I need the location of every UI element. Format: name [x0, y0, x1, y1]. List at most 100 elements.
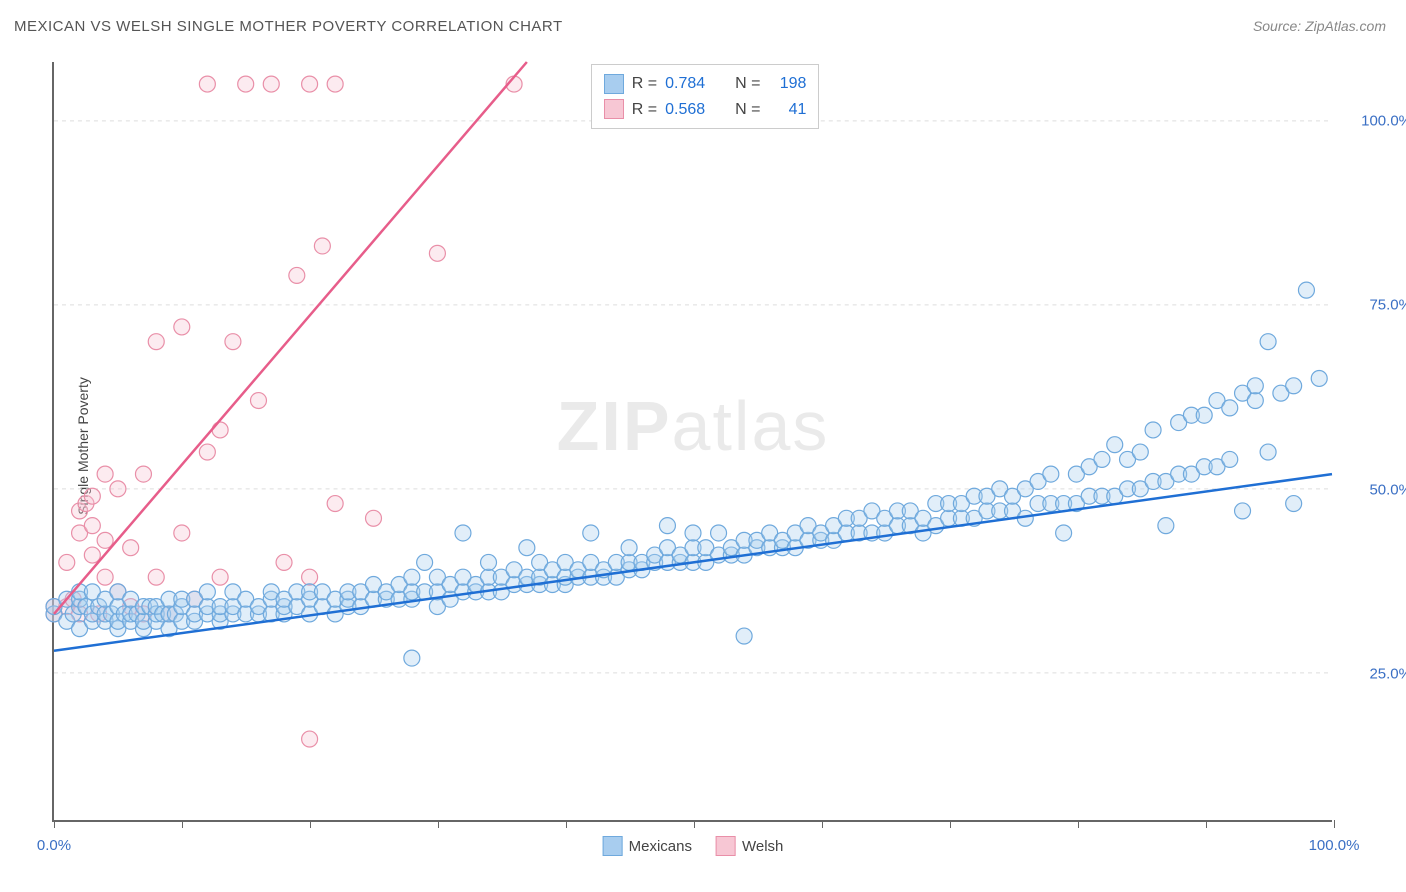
y-tick-label: 100.0%: [1342, 113, 1406, 130]
y-tick-label: 50.0%: [1342, 481, 1406, 498]
y-tick-label: 75.0%: [1342, 297, 1406, 314]
mexicans-point: [404, 569, 420, 585]
welsh-point: [84, 518, 100, 534]
mexicans-point: [1222, 451, 1238, 467]
plot-svg: [54, 62, 1332, 820]
welsh-point: [289, 267, 305, 283]
stats-r-value: 0.784: [665, 71, 719, 97]
welsh-point: [199, 76, 215, 92]
mexicans-point: [621, 540, 637, 556]
stats-r-label: R =: [632, 71, 657, 97]
mexicans-point: [1247, 393, 1263, 409]
mexicans-point: [1196, 407, 1212, 423]
stats-box: R = 0.784 N = 198 R = 0.568 N = 41: [591, 64, 820, 129]
welsh-point: [302, 731, 318, 747]
bottom-legend: Mexicans Welsh: [603, 836, 784, 856]
welsh-point: [84, 547, 100, 563]
legend-swatch: [603, 836, 623, 856]
welsh-point: [238, 76, 254, 92]
welsh-point: [97, 466, 113, 482]
y-tick-label: 25.0%: [1342, 666, 1406, 683]
stats-r-value: 0.568: [665, 97, 719, 123]
stats-n-value: 41: [768, 97, 806, 123]
legend-swatch: [716, 836, 736, 856]
chart-container: MEXICAN VS WELSH SINGLE MOTHER POVERTY C…: [0, 0, 1406, 892]
mexicans-point: [1286, 378, 1302, 394]
welsh-point: [302, 569, 318, 585]
x-tick: [310, 820, 311, 828]
stats-swatch: [604, 74, 624, 94]
plot-area: ZIPatlas 25.0%50.0%75.0%100.0% 0.0%100.0…: [52, 62, 1332, 822]
welsh-point: [148, 569, 164, 585]
welsh-point: [212, 569, 228, 585]
source-label: Source: ZipAtlas.com: [1253, 18, 1386, 34]
welsh-point: [123, 540, 139, 556]
x-tick: [566, 820, 567, 828]
mexicans-point: [1235, 503, 1251, 519]
legend-item: Mexicans: [603, 836, 692, 856]
welsh-point: [110, 481, 126, 497]
x-tick: [182, 820, 183, 828]
welsh-point: [302, 76, 318, 92]
stats-row: R = 0.568 N = 41: [604, 97, 807, 123]
welsh-point: [314, 238, 330, 254]
mexicans-point: [711, 525, 727, 541]
x-tick: [438, 820, 439, 828]
mexicans-point: [1298, 282, 1314, 298]
mexicans-trendline: [54, 474, 1332, 651]
welsh-point: [429, 245, 445, 261]
mexicans-point: [1260, 444, 1276, 460]
stats-n-label: N =: [735, 97, 760, 123]
legend-item: Welsh: [716, 836, 783, 856]
mexicans-point: [736, 628, 752, 644]
legend-label: Welsh: [742, 838, 783, 855]
x-tick: [1206, 820, 1207, 828]
mexicans-point: [1043, 466, 1059, 482]
mexicans-point: [519, 540, 535, 556]
welsh-point: [84, 488, 100, 504]
x-tick: [1078, 820, 1079, 828]
mexicans-point: [1222, 400, 1238, 416]
welsh-point: [212, 422, 228, 438]
welsh-point: [225, 334, 241, 350]
x-tick: [822, 820, 823, 828]
stats-n-label: N =: [735, 71, 760, 97]
mexicans-point: [1056, 525, 1072, 541]
mexicans-point: [1286, 496, 1302, 512]
legend-label: Mexicans: [629, 838, 692, 855]
x-tick: [54, 820, 55, 828]
mexicans-point: [481, 554, 497, 570]
mexicans-point: [685, 525, 701, 541]
mexicans-point: [1260, 334, 1276, 350]
stats-r-label: R =: [632, 97, 657, 123]
welsh-point: [148, 334, 164, 350]
stats-n-value: 198: [768, 71, 806, 97]
welsh-point: [327, 496, 343, 512]
x-tick: [1334, 820, 1335, 828]
chart-title: MEXICAN VS WELSH SINGLE MOTHER POVERTY C…: [14, 18, 563, 35]
welsh-point: [97, 569, 113, 585]
welsh-point: [263, 76, 279, 92]
mexicans-point: [1311, 370, 1327, 386]
mexicans-point: [659, 518, 675, 534]
mexicans-point: [1247, 378, 1263, 394]
welsh-point: [366, 510, 382, 526]
welsh-point: [199, 444, 215, 460]
welsh-point: [276, 554, 292, 570]
welsh-point: [327, 76, 343, 92]
mexicans-point: [417, 554, 433, 570]
mexicans-point: [1132, 444, 1148, 460]
welsh-point: [59, 554, 75, 570]
mexicans-point: [455, 525, 471, 541]
x-tick: [950, 820, 951, 828]
mexicans-point: [199, 584, 215, 600]
mexicans-point: [404, 650, 420, 666]
stats-row: R = 0.784 N = 198: [604, 71, 807, 97]
mexicans-point: [1094, 451, 1110, 467]
stats-swatch: [604, 99, 624, 119]
welsh-point: [250, 393, 266, 409]
x-tick: [694, 820, 695, 828]
welsh-point: [174, 525, 190, 541]
mexicans-point: [583, 525, 599, 541]
mexicans-point: [1145, 422, 1161, 438]
